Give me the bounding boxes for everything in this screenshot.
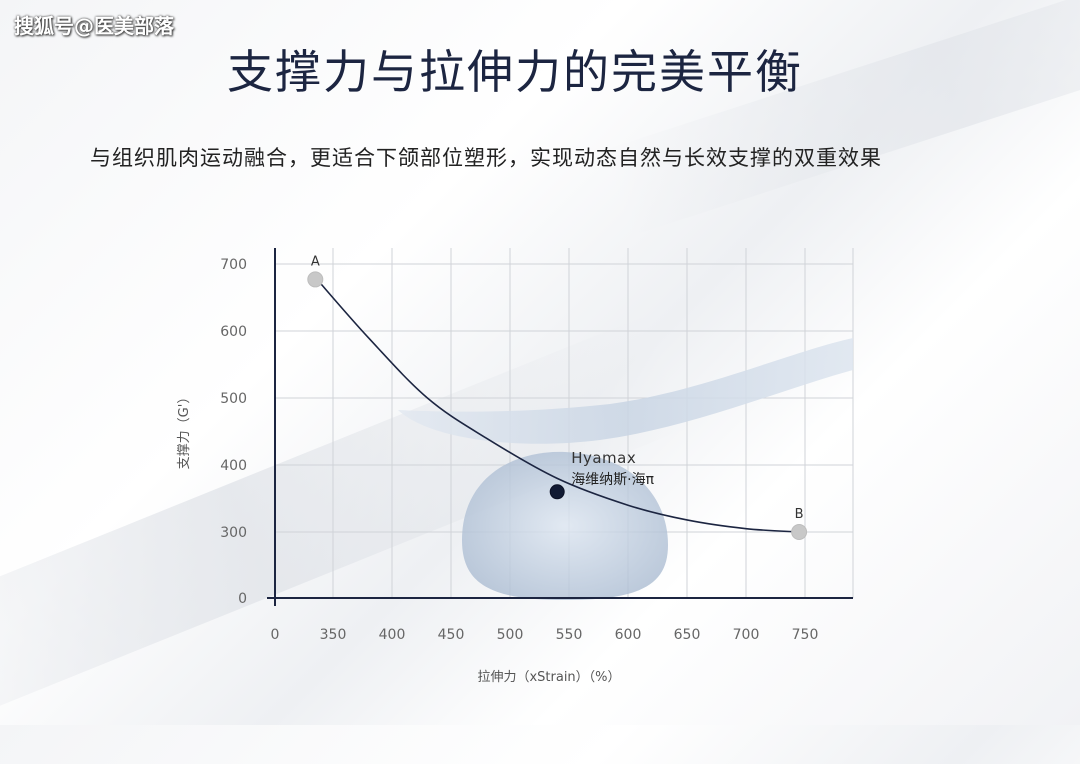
y-tick-label: 500 xyxy=(220,391,247,407)
x-axis-title: 拉伸力（xStrain）（%） xyxy=(477,670,620,685)
y-tick-label: 400 xyxy=(220,458,247,474)
watermark: 搜狐号@医美部落 xyxy=(14,14,174,38)
chart: 0 350 400 450 500 550 600 650 700 750 0 300 400 500 60… xyxy=(177,248,854,685)
x-tick-label: 500 xyxy=(497,627,524,643)
x-tick-label: 600 xyxy=(615,627,642,643)
x-tick-label: 350 xyxy=(320,627,347,643)
y-tick-label: 0 xyxy=(238,591,247,607)
series-line xyxy=(314,276,800,533)
brand-logo-text: Hyamax xyxy=(571,449,636,467)
y-tick-label: 700 xyxy=(220,257,247,273)
x-tick-label: 550 xyxy=(556,627,583,643)
y-tick-label: 300 xyxy=(220,525,247,541)
gel-strand-illustration xyxy=(398,338,853,444)
x-tick-label: 750 xyxy=(792,627,819,643)
x-tick-label: 650 xyxy=(674,627,701,643)
point-label-a: A xyxy=(311,254,320,269)
page-subtitle: 与组织肌肉运动融合，更适合下颌部位塑形，实现动态自然与长效支撑的双重效果 xyxy=(90,146,882,170)
highlight-point-label: 海维纳斯·海π xyxy=(571,472,654,488)
x-tick-label: 400 xyxy=(379,627,406,643)
x-tick-label: 0 xyxy=(271,627,280,643)
x-tick-label: 700 xyxy=(733,627,760,643)
data-point-b xyxy=(791,524,808,540)
point-label-b: B xyxy=(795,507,804,522)
page-title: 支撑力与拉伸力的完美平衡 xyxy=(227,45,803,99)
highlight-point xyxy=(549,484,565,500)
y-tick-label: 600 xyxy=(220,324,247,340)
gel-droplet-illustration xyxy=(462,451,668,600)
data-point-a xyxy=(307,271,324,288)
y-axis-title: 支撑力（G'） xyxy=(177,391,192,470)
x-tick-label: 450 xyxy=(438,627,465,643)
